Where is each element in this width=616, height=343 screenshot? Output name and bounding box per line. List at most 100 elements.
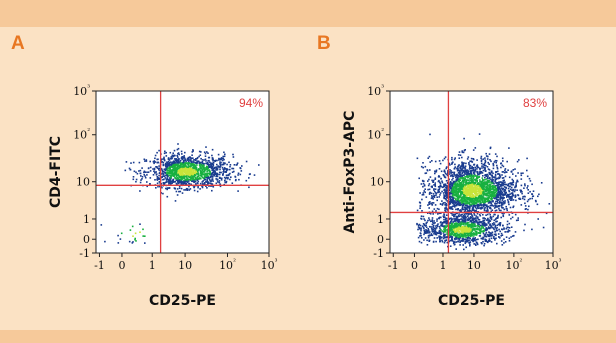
scatter-point xyxy=(483,217,485,219)
scatter-point xyxy=(206,175,209,177)
scatter-point xyxy=(463,232,466,235)
scatter-point xyxy=(479,172,482,175)
scatter-point xyxy=(437,223,439,225)
scatter-point xyxy=(164,177,167,179)
scatter-point xyxy=(473,163,476,166)
scatter-point xyxy=(432,224,435,227)
scatter-point xyxy=(527,185,529,187)
scatter-point xyxy=(448,200,451,203)
scatter-point xyxy=(462,232,464,234)
scatter-point xyxy=(461,238,464,240)
scatter-point xyxy=(433,190,436,193)
scatter-point xyxy=(498,202,501,205)
scatter-point xyxy=(422,215,425,218)
scatter-point xyxy=(492,224,494,226)
scatter-point xyxy=(459,241,461,244)
scatter-point xyxy=(510,236,512,238)
scatter-point xyxy=(450,239,452,242)
scatter-point xyxy=(474,185,477,188)
scatter-point xyxy=(198,174,200,177)
scatter-point xyxy=(497,223,500,226)
scatter-point xyxy=(456,175,458,178)
scatter-point xyxy=(432,213,434,215)
scatter-point xyxy=(453,189,456,191)
scatter-point xyxy=(476,165,479,167)
scatter-point xyxy=(433,189,435,191)
scatter-point xyxy=(505,191,507,194)
scatter-point xyxy=(178,179,181,182)
scatter-point xyxy=(430,185,433,188)
scatter-point xyxy=(456,188,458,190)
bottom-band xyxy=(0,330,616,343)
scatter-point xyxy=(478,232,480,234)
scatter-point xyxy=(186,172,188,175)
scatter-point xyxy=(461,225,464,228)
scatter-point xyxy=(163,156,165,159)
scatter-point xyxy=(189,156,191,159)
scatter-point xyxy=(454,232,456,235)
scatter-point xyxy=(474,243,477,246)
scatter-point xyxy=(481,199,483,201)
scatter-point xyxy=(188,165,191,167)
scatter-point xyxy=(485,229,488,231)
scatter-point xyxy=(470,191,472,194)
scatter-point xyxy=(197,186,199,189)
scatter-point xyxy=(463,234,466,236)
scatter-point xyxy=(441,222,444,225)
scatter-point xyxy=(482,219,484,222)
scatter-point xyxy=(199,171,202,173)
scatter-point xyxy=(216,159,218,162)
scatter-point xyxy=(512,173,514,175)
scatter-point xyxy=(512,205,515,208)
scatter-point xyxy=(520,204,523,206)
scatter-point xyxy=(166,188,168,191)
scatter-point xyxy=(454,180,456,183)
scatter-point xyxy=(446,233,448,236)
scatter-point xyxy=(427,180,429,182)
scatter-point xyxy=(496,200,499,203)
scatter-point xyxy=(507,231,510,233)
scatter-point xyxy=(420,237,423,239)
scatter-point xyxy=(218,176,221,179)
scatter-point xyxy=(431,217,434,219)
scatter-point xyxy=(504,202,506,204)
scatter-point xyxy=(172,179,174,182)
scatter-point xyxy=(484,161,487,164)
scatter-point xyxy=(448,195,451,197)
scatter-point xyxy=(472,149,475,151)
scatter-point xyxy=(460,214,462,217)
scatter-point xyxy=(483,162,486,165)
scatter-point xyxy=(445,222,447,225)
scatter-point xyxy=(488,153,491,155)
scatter-point xyxy=(193,169,195,171)
x-tick-label: 10 xyxy=(178,259,192,272)
scatter-point xyxy=(524,208,527,210)
scatter-point xyxy=(435,192,438,195)
scatter-point xyxy=(482,205,485,208)
scatter-point xyxy=(458,215,461,218)
scatter-point xyxy=(194,179,196,181)
scatter-point xyxy=(431,160,433,162)
scatter-point xyxy=(189,188,192,190)
scatter-point xyxy=(484,189,487,191)
scatter-point xyxy=(214,160,217,162)
scatter-point xyxy=(485,165,487,167)
scatter-point xyxy=(221,157,224,160)
scatter-point xyxy=(464,209,467,212)
scatter-point xyxy=(473,243,475,245)
scatter-point xyxy=(194,174,196,176)
scatter-point xyxy=(470,172,472,174)
scatter-point xyxy=(423,233,425,236)
scatter-point xyxy=(488,197,490,199)
scatter-point xyxy=(200,151,202,153)
x-tick-label: 10³ xyxy=(261,258,278,272)
scatter-point xyxy=(489,147,492,150)
scatter-point xyxy=(198,150,201,153)
scatter-point xyxy=(180,170,183,172)
scatter-point xyxy=(459,173,462,176)
scatter-point xyxy=(147,167,150,169)
scatter-point xyxy=(164,169,166,171)
scatter-point xyxy=(468,194,470,197)
scatter-point xyxy=(473,228,476,230)
scatter-point xyxy=(466,179,468,181)
